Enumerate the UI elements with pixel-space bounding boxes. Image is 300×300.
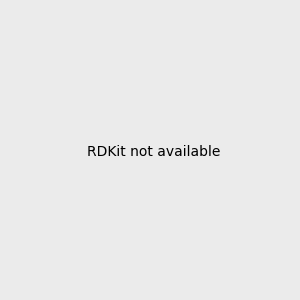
Text: RDKit not available: RDKit not available (87, 145, 220, 158)
